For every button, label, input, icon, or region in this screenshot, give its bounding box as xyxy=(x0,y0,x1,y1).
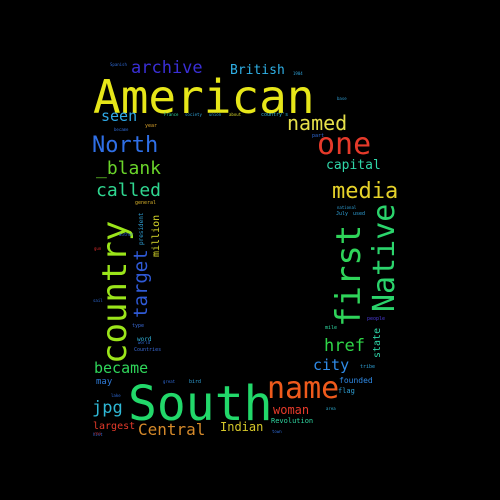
word-href: href xyxy=(324,336,365,356)
word-became: became xyxy=(94,359,149,377)
word-base: base xyxy=(337,96,347,101)
word-may: may xyxy=(96,377,113,387)
word-archive: archive xyxy=(131,58,203,78)
word-blank: _blank xyxy=(96,158,162,179)
word-media: media xyxy=(332,179,399,204)
word-capital: capital xyxy=(326,158,381,173)
word-tribe: tribe xyxy=(360,364,376,370)
word-first: first xyxy=(329,224,369,327)
word-million: million xyxy=(151,214,162,257)
word-type: type xyxy=(132,323,145,329)
word-american: American xyxy=(93,70,315,124)
word-society: society xyxy=(185,112,202,117)
word-general: general xyxy=(135,200,157,206)
word-native: Native xyxy=(367,203,402,312)
word-revolution: Revolution xyxy=(271,417,314,425)
word-british: British xyxy=(230,63,285,78)
word-countries: Countries xyxy=(134,347,162,353)
word-area: area xyxy=(326,406,336,411)
word-france: France xyxy=(164,112,179,117)
word-union: union xyxy=(209,112,222,117)
word-year: year xyxy=(145,123,158,129)
word-central: Central xyxy=(138,420,206,439)
word-founded: founded xyxy=(339,376,373,385)
word-july: July xyxy=(336,211,349,217)
word-national: national xyxy=(337,205,357,210)
word-north: North xyxy=(92,133,159,158)
word-word: word xyxy=(137,336,152,343)
word-spanish: Spanish xyxy=(110,62,127,67)
word-hist: hist xyxy=(93,432,103,437)
word-target: target xyxy=(130,249,152,318)
word-lake: lake xyxy=(111,393,121,398)
word-great: great xyxy=(163,379,176,384)
word-city: city xyxy=(313,356,350,374)
word-sail: sail xyxy=(93,298,103,303)
word-flag: flag xyxy=(338,387,355,395)
word-1904: 1904 xyxy=(293,71,303,76)
word-country: country xyxy=(95,220,135,364)
word-name: name xyxy=(267,371,340,406)
word-bird: bird xyxy=(189,379,202,385)
word-part: part xyxy=(312,133,325,139)
word-president: president xyxy=(138,212,145,245)
word-gun: gun xyxy=(94,246,102,251)
word-town: town xyxy=(272,429,282,434)
word-used: used xyxy=(353,211,366,217)
word-jpg: jpg xyxy=(92,398,123,418)
word-named: named xyxy=(287,111,348,135)
word-one: one xyxy=(317,127,372,162)
word-indian: Indian xyxy=(220,420,264,434)
word-largest: largest xyxy=(93,421,136,432)
word-woman: woman xyxy=(273,403,310,417)
word-state: state xyxy=(372,327,383,358)
word-people: people xyxy=(367,316,386,322)
word-south: South xyxy=(128,376,273,432)
word-seen: seen xyxy=(101,107,138,125)
word-author: author xyxy=(119,232,134,237)
word-became-small: became xyxy=(114,127,129,132)
word-mile: mile xyxy=(325,325,338,331)
word-about: about xyxy=(229,112,242,117)
word-countrys: country's xyxy=(261,112,289,118)
word-called: called xyxy=(96,180,162,201)
word-rei: rei xyxy=(94,431,102,436)
word-world: world xyxy=(138,340,151,345)
